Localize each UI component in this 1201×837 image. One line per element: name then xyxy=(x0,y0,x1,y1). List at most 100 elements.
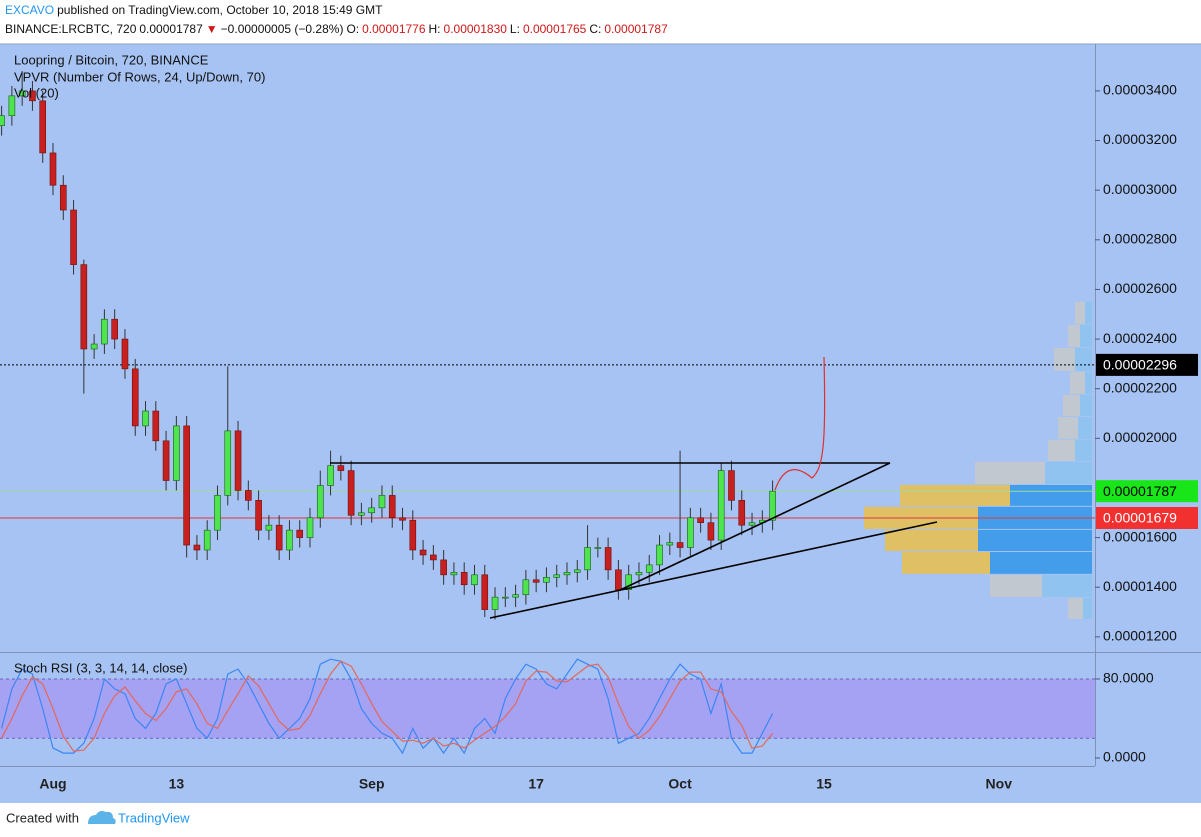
x-tick-label: Sep xyxy=(359,776,385,792)
candle-body xyxy=(70,209,77,265)
vpvr-up xyxy=(1045,461,1092,484)
vpvr-up xyxy=(1078,416,1092,439)
y-tick-label: 80.0000 xyxy=(1103,670,1154,686)
candle-body xyxy=(604,547,612,571)
drawings xyxy=(330,356,938,619)
footer-brand: TradingView xyxy=(118,810,190,825)
symbol: BINANCE:LRCBTC, 720 xyxy=(5,22,137,36)
candle-body xyxy=(666,542,674,546)
vpvr-down xyxy=(900,484,1010,506)
candle-body xyxy=(183,425,190,546)
candle-body xyxy=(409,519,417,551)
candle-body xyxy=(481,574,489,610)
vpvr-down xyxy=(1068,597,1083,619)
vpvr-down xyxy=(1075,301,1085,324)
x-tick-label: 17 xyxy=(528,776,544,792)
last: 0.00001787 xyxy=(139,22,203,36)
candle-body xyxy=(450,572,458,576)
vpvr-up xyxy=(1080,324,1092,347)
candle-body xyxy=(471,574,478,586)
candle-body xyxy=(90,343,98,350)
c-label: C: xyxy=(589,22,602,36)
stoch-title: Stoch RSI (3, 3, 14, 14, close) xyxy=(14,660,187,675)
stoch-rsi: 80.0000 0.0000 xyxy=(0,658,1154,765)
change: −0.00000005 (−0.28%) xyxy=(220,22,344,36)
indicator-legend: VPVR (Number Of Rows, 24, Up/Down, 70) xyxy=(14,69,265,84)
y-tick-label: 0.00003400 xyxy=(1103,82,1177,98)
candle-body xyxy=(193,544,201,551)
o-label: O: xyxy=(346,22,360,36)
vpvr-down xyxy=(1070,371,1085,394)
chart-title: Loopring / Bitcoin, 720, BINANCE xyxy=(14,52,209,67)
candle-body xyxy=(275,524,283,551)
y-tick-label: 0.00001600 xyxy=(1103,528,1177,544)
candle-body xyxy=(111,318,118,340)
vpvr-up xyxy=(1080,394,1092,416)
candle-body xyxy=(245,490,252,501)
candle-body xyxy=(347,470,355,516)
vpvr-down xyxy=(1054,348,1075,371)
l-label: L: xyxy=(509,22,520,36)
candle-body xyxy=(255,500,262,531)
candle-body xyxy=(738,500,746,526)
price-label-box xyxy=(1096,506,1198,529)
stoch-line xyxy=(1,660,774,752)
candle-body xyxy=(8,95,16,117)
candle-body xyxy=(152,410,160,442)
candle-body xyxy=(224,430,232,496)
projection-curve xyxy=(774,356,826,491)
y-tick-label: 0.00003000 xyxy=(1103,181,1177,197)
support-trendline xyxy=(489,521,938,619)
high: 0.00001830 xyxy=(443,22,507,36)
candle-body xyxy=(234,430,242,491)
price-lines: 0.00002296 0.00001787 0.00001679 xyxy=(0,353,1198,529)
candle-body xyxy=(615,569,622,591)
h-label: H: xyxy=(428,22,441,36)
vpvr-down xyxy=(1048,439,1075,461)
candle-body xyxy=(121,338,129,370)
candle-body xyxy=(419,549,427,556)
vpvr-up xyxy=(1083,597,1092,619)
candle-body xyxy=(18,90,26,97)
y-tick-label: 0.00002400 xyxy=(1103,330,1177,346)
candle-body xyxy=(306,517,314,538)
vpvr-up xyxy=(978,529,1092,551)
x-tick-label: 13 xyxy=(169,776,185,792)
y-tick-label: 0.00002600 xyxy=(1103,280,1177,296)
volume-profile xyxy=(864,301,1092,619)
candle-body xyxy=(697,517,704,524)
candle-body xyxy=(358,512,365,516)
candle-body xyxy=(378,495,386,509)
candle-body xyxy=(748,522,756,526)
low: 0.00001765 xyxy=(522,22,587,36)
vpvr-down xyxy=(975,461,1045,484)
logo xyxy=(88,811,116,824)
candle-body xyxy=(0,115,5,126)
price-label-box xyxy=(1096,353,1198,376)
candle-body xyxy=(502,596,509,599)
stoch-band xyxy=(0,678,1095,739)
candle-body xyxy=(265,524,273,531)
x-tick-label: Aug xyxy=(39,776,66,792)
candles xyxy=(0,71,776,620)
candle-body xyxy=(635,572,643,576)
candle-body xyxy=(707,522,715,541)
candle-body xyxy=(522,579,530,595)
candle-body xyxy=(316,485,324,519)
candle-body xyxy=(676,542,684,548)
footer-background xyxy=(0,803,1201,837)
candle-body xyxy=(162,440,170,481)
x-tick-label: Oct xyxy=(668,776,692,792)
candle-body xyxy=(491,596,499,610)
stoch-line xyxy=(1,658,774,755)
y-tick-label: 0.00003200 xyxy=(1103,131,1177,147)
vpvr-up xyxy=(1042,574,1092,597)
y-tick-label: 0.00002800 xyxy=(1103,231,1177,247)
candle-body xyxy=(460,572,468,586)
candle-body xyxy=(368,507,375,514)
indicator-legend: Vol (20) xyxy=(14,85,59,100)
candle-body xyxy=(543,577,550,583)
y-tick-label: 0.00002200 xyxy=(1103,379,1177,395)
